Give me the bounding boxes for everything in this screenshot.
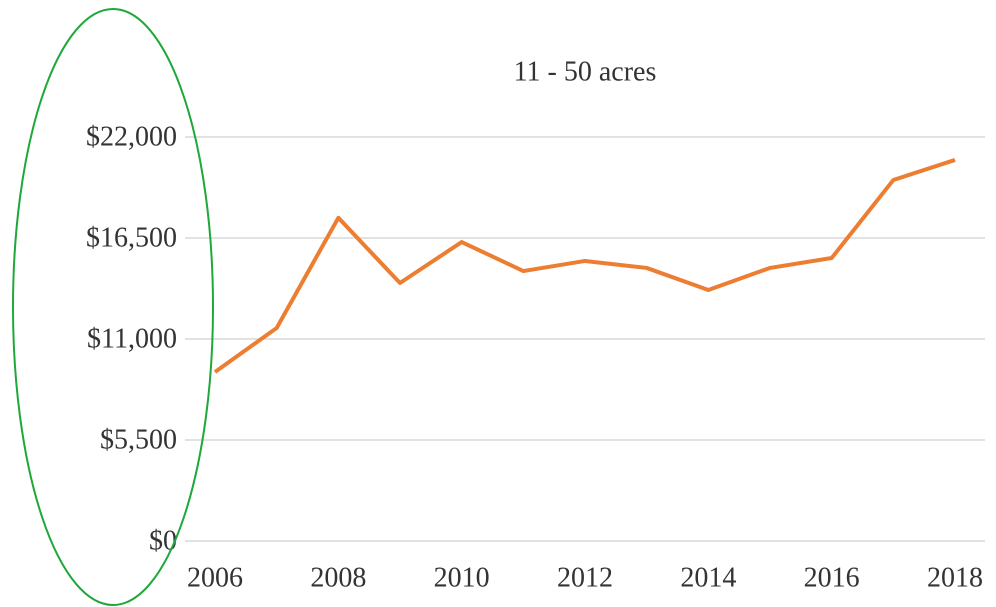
x-tick-label: 2006 — [187, 562, 243, 593]
y-tick-label: $11,000 — [87, 323, 177, 354]
plot: $0 $5,500 $11,000 $16,500 $22,000 2006 2008 201… — [86, 121, 985, 593]
x-tick-label: 2014 — [680, 562, 736, 593]
y-tick-label: $22,000 — [86, 121, 177, 152]
x-tick-label: 2016 — [804, 562, 860, 593]
y-tick-label: $0 — [149, 525, 177, 556]
chart-title: 11 - 50 acres — [514, 56, 657, 87]
highlight-ellipse — [12, 8, 214, 606]
x-tick-label: 2008 — [310, 562, 366, 593]
x-tick-label: 2010 — [434, 562, 490, 593]
x-tick-label: 2018 — [927, 562, 983, 593]
y-tick-label: $16,500 — [86, 222, 177, 253]
data-line — [213, 158, 956, 374]
y-tick-label: $5,500 — [100, 424, 177, 455]
x-tick-label: 2012 — [557, 562, 613, 593]
